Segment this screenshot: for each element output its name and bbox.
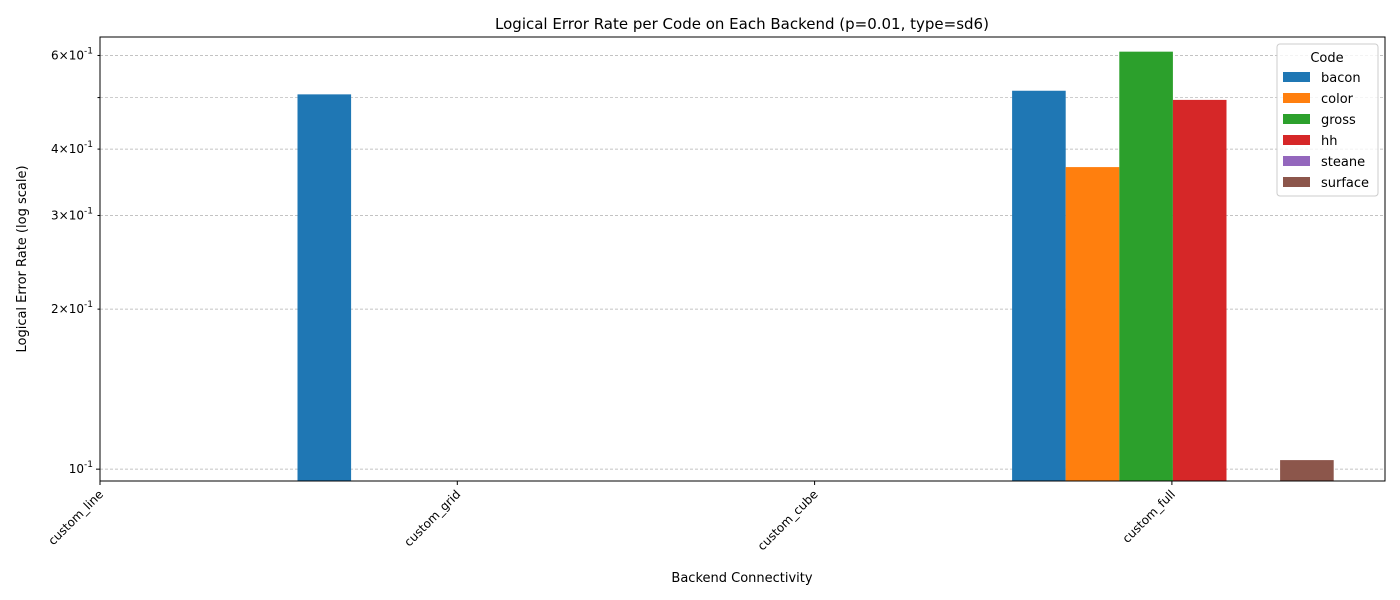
y-axis-ticks: 10-1 2×10-1 3×10-1 4×10-1 6×10-1 bbox=[51, 46, 100, 476]
x-axis-label: Backend Connectivity bbox=[671, 571, 812, 586]
legend-label-steane: steane bbox=[1321, 155, 1365, 170]
x-tick-label: custom_grid bbox=[401, 487, 463, 549]
chart-title: Logical Error Rate per Code on Each Back… bbox=[495, 15, 989, 33]
bar-bacon-custom_grid bbox=[297, 94, 352, 482]
legend-swatch-color bbox=[1283, 93, 1310, 103]
x-axis-ticks: custom_line custom_grid custom_cube custom_… bbox=[45, 481, 1178, 553]
legend-swatch-steane bbox=[1283, 156, 1310, 166]
bar-color-custom_full bbox=[1065, 167, 1120, 482]
legend-label-hh: hh bbox=[1321, 134, 1337, 149]
y-tick-label: 3×10-1 bbox=[51, 207, 93, 223]
x-tick-label: custom_line bbox=[45, 487, 106, 548]
y-tick-label: 4×10-1 bbox=[51, 140, 93, 156]
legend-title: Code bbox=[1310, 51, 1343, 66]
plot-frame bbox=[99, 36, 1386, 482]
bar-surface-custom_full bbox=[1280, 460, 1334, 481]
bars bbox=[297, 51, 1334, 482]
legend-swatch-bacon bbox=[1283, 72, 1310, 82]
legend-label-gross: gross bbox=[1321, 113, 1356, 128]
bar-bacon-custom_full bbox=[1012, 90, 1066, 481]
y-tick-label: 6×10-1 bbox=[51, 46, 93, 62]
legend-swatch-gross bbox=[1283, 114, 1310, 124]
bar-hh-custom_full bbox=[1172, 99, 1227, 482]
legend-swatch-surface bbox=[1283, 177, 1310, 187]
legend-label-bacon: bacon bbox=[1321, 71, 1361, 86]
legend-swatch-hh bbox=[1283, 135, 1310, 145]
legend: Code bacon color gross hh steane surface bbox=[1276, 43, 1379, 197]
x-tick-label: custom_cube bbox=[755, 487, 821, 553]
y-tick-label: 2×10-1 bbox=[51, 300, 93, 316]
x-tick-label: custom_full bbox=[1120, 487, 1178, 545]
y-axis-label: Logical Error Rate (log scale) bbox=[15, 165, 30, 352]
y-tick-label: 10-1 bbox=[69, 460, 93, 476]
bar-gross-custom_full bbox=[1119, 51, 1173, 482]
legend-label-surface: surface bbox=[1321, 176, 1369, 191]
legend-label-color: color bbox=[1321, 92, 1354, 107]
